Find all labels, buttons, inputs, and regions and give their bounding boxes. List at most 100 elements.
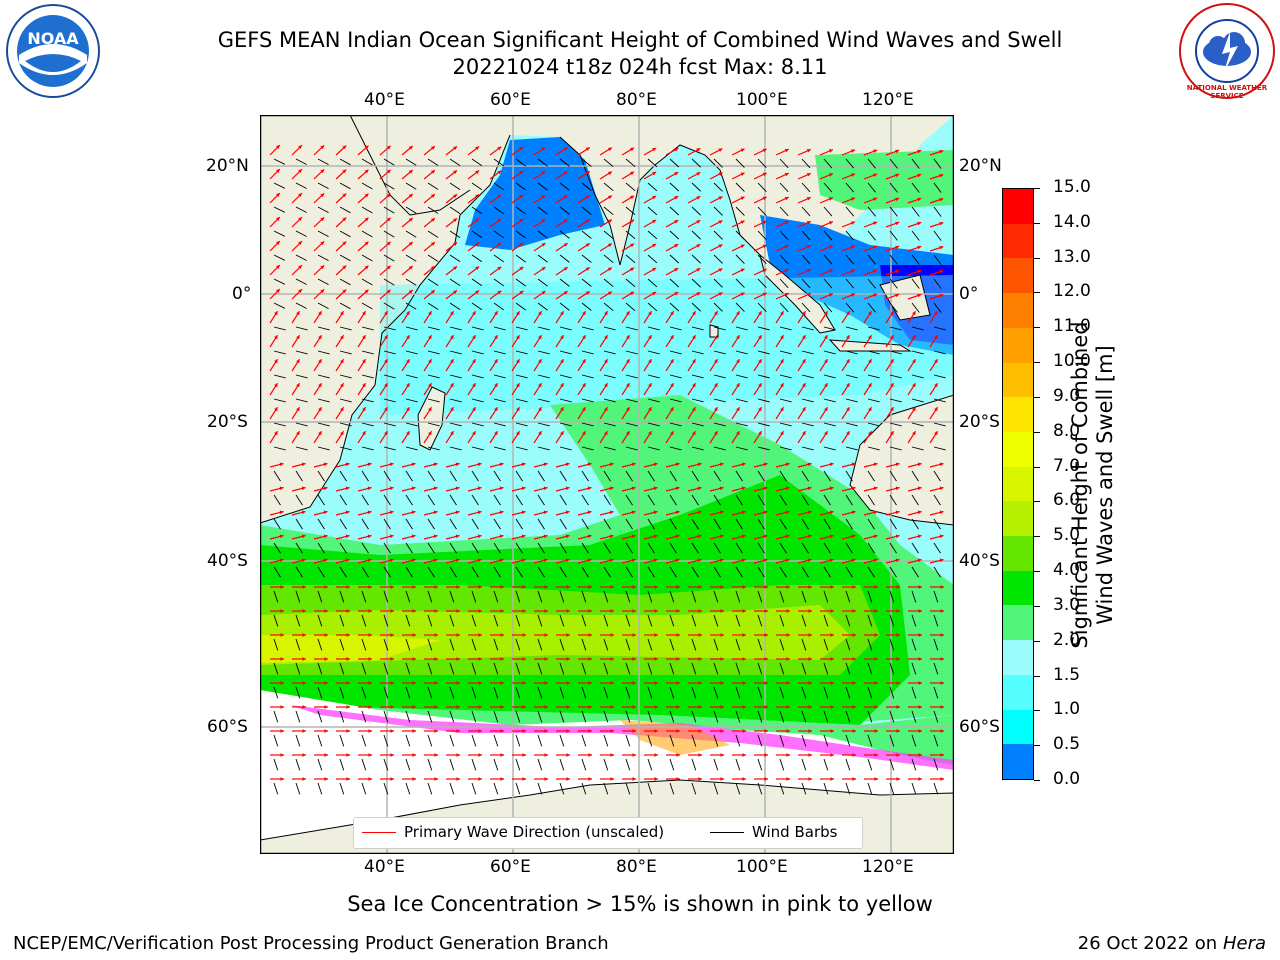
wind-barb bbox=[889, 254, 898, 265]
wave-arrow-head bbox=[499, 558, 504, 563]
wave-arrow-head bbox=[521, 558, 526, 563]
wave-arrow-head bbox=[764, 657, 768, 661]
wind-barb bbox=[317, 206, 329, 214]
colorbar-tick-mark bbox=[1034, 362, 1040, 364]
wind-barb bbox=[471, 590, 477, 603]
wave-arrow-head bbox=[786, 705, 790, 709]
wind-barb bbox=[471, 230, 483, 239]
wind-barb bbox=[471, 398, 484, 403]
wind-barb bbox=[405, 398, 418, 403]
wind-barb bbox=[515, 350, 528, 355]
wind-barb bbox=[889, 350, 902, 355]
wave-arrow-head bbox=[301, 558, 306, 563]
wind-barb bbox=[867, 710, 873, 723]
wind-barb bbox=[911, 278, 920, 289]
wave-arrow-head bbox=[346, 777, 350, 781]
wind-barb bbox=[493, 710, 499, 723]
wave-arrow-head bbox=[494, 407, 498, 412]
wind-barb bbox=[625, 686, 631, 699]
wave-arrow-head bbox=[939, 269, 944, 274]
wave-arrow-head bbox=[896, 657, 900, 661]
wind-barb bbox=[405, 230, 417, 238]
wave-arrow-head bbox=[851, 534, 856, 539]
wind-barb bbox=[405, 470, 413, 482]
wave-arrow-head bbox=[384, 359, 388, 364]
wave-arrow-head bbox=[824, 407, 828, 412]
wave-arrow-head bbox=[714, 407, 718, 412]
wind-barb bbox=[493, 542, 501, 554]
colorbar-tick-label: 11.0 bbox=[1053, 316, 1091, 337]
wave-arrow-head bbox=[390, 705, 394, 709]
wind-barb bbox=[361, 758, 367, 771]
wave-arrow-head bbox=[522, 729, 526, 733]
wave-arrow-head bbox=[362, 359, 366, 364]
wave-arrow-head bbox=[784, 244, 789, 249]
wind-barb bbox=[405, 446, 418, 451]
wave-arrow-head bbox=[718, 148, 723, 152]
wave-arrow-head bbox=[764, 729, 768, 733]
wave-arrow-head bbox=[494, 431, 498, 436]
wave-arrow-head bbox=[630, 267, 635, 272]
wind-barb bbox=[295, 470, 303, 482]
wind-barb bbox=[933, 566, 941, 578]
wave-arrow-head bbox=[302, 609, 306, 613]
wind-barb bbox=[273, 494, 281, 506]
wind-barb bbox=[317, 494, 325, 506]
wave-arrow-head bbox=[720, 729, 724, 733]
wind-barb bbox=[647, 206, 658, 216]
wind-barb bbox=[911, 782, 917, 795]
wave-arrow-head bbox=[563, 243, 568, 247]
wind-barb bbox=[581, 326, 594, 331]
colorbar-tick-label: 0.0 bbox=[1053, 769, 1081, 789]
wave-arrow-head bbox=[851, 221, 855, 225]
wave-arrow-head bbox=[367, 558, 372, 563]
wind-barb bbox=[273, 230, 285, 237]
wave-arrow-head bbox=[412, 657, 416, 661]
wind-barb bbox=[911, 662, 917, 675]
wave-arrow-head bbox=[565, 486, 570, 491]
wave-arrow-head bbox=[676, 609, 680, 613]
wave-arrow-head bbox=[742, 681, 746, 685]
colorbar-tick-mark bbox=[1034, 257, 1040, 259]
wave-arrow-head bbox=[934, 311, 938, 316]
wind-barb bbox=[295, 542, 303, 554]
wave-arrow-head bbox=[521, 462, 526, 467]
wave-arrow-head bbox=[296, 335, 300, 340]
wave-arrow-head bbox=[890, 383, 894, 388]
wind-barb bbox=[911, 302, 920, 313]
wind-barb bbox=[867, 302, 876, 313]
wind-barb bbox=[383, 326, 396, 331]
wave-arrow-head bbox=[275, 169, 280, 173]
wave-arrow-head bbox=[318, 431, 322, 436]
wind-barb bbox=[757, 782, 763, 795]
wind-barb bbox=[603, 542, 611, 554]
wind-barb bbox=[581, 374, 594, 379]
wind-barb bbox=[515, 662, 521, 675]
wave-arrow-head bbox=[828, 173, 833, 177]
wind-barb bbox=[405, 518, 413, 530]
wind-barb bbox=[669, 518, 677, 530]
wave-arrow-head bbox=[472, 431, 476, 436]
wind-barb bbox=[911, 614, 917, 627]
wind-barb bbox=[273, 302, 285, 309]
wind-barb bbox=[933, 590, 939, 603]
wave-arrow-head bbox=[406, 359, 410, 364]
wind-barb bbox=[339, 398, 352, 403]
wave-arrow-head bbox=[917, 510, 922, 515]
wave-arrow-head bbox=[453, 266, 458, 271]
wave-arrow-head bbox=[585, 267, 590, 271]
colorbar-tick-label: 12.0 bbox=[1053, 281, 1091, 302]
wave-arrow-head bbox=[934, 359, 938, 364]
wave-arrow-head bbox=[302, 633, 306, 637]
wave-arrow-head bbox=[917, 558, 922, 563]
wind-barb bbox=[449, 614, 455, 627]
colorbar-tick-label: 2.0 bbox=[1053, 629, 1081, 650]
wave-arrow-head bbox=[607, 243, 612, 248]
wave-arrow-head bbox=[918, 657, 922, 661]
wave-arrow-head bbox=[846, 311, 850, 316]
colorbar-cell bbox=[1003, 605, 1033, 641]
wave-arrow-head bbox=[543, 534, 548, 539]
wave-arrow-head bbox=[522, 681, 526, 685]
wind-barb bbox=[427, 494, 435, 506]
wind-barb bbox=[361, 782, 367, 795]
